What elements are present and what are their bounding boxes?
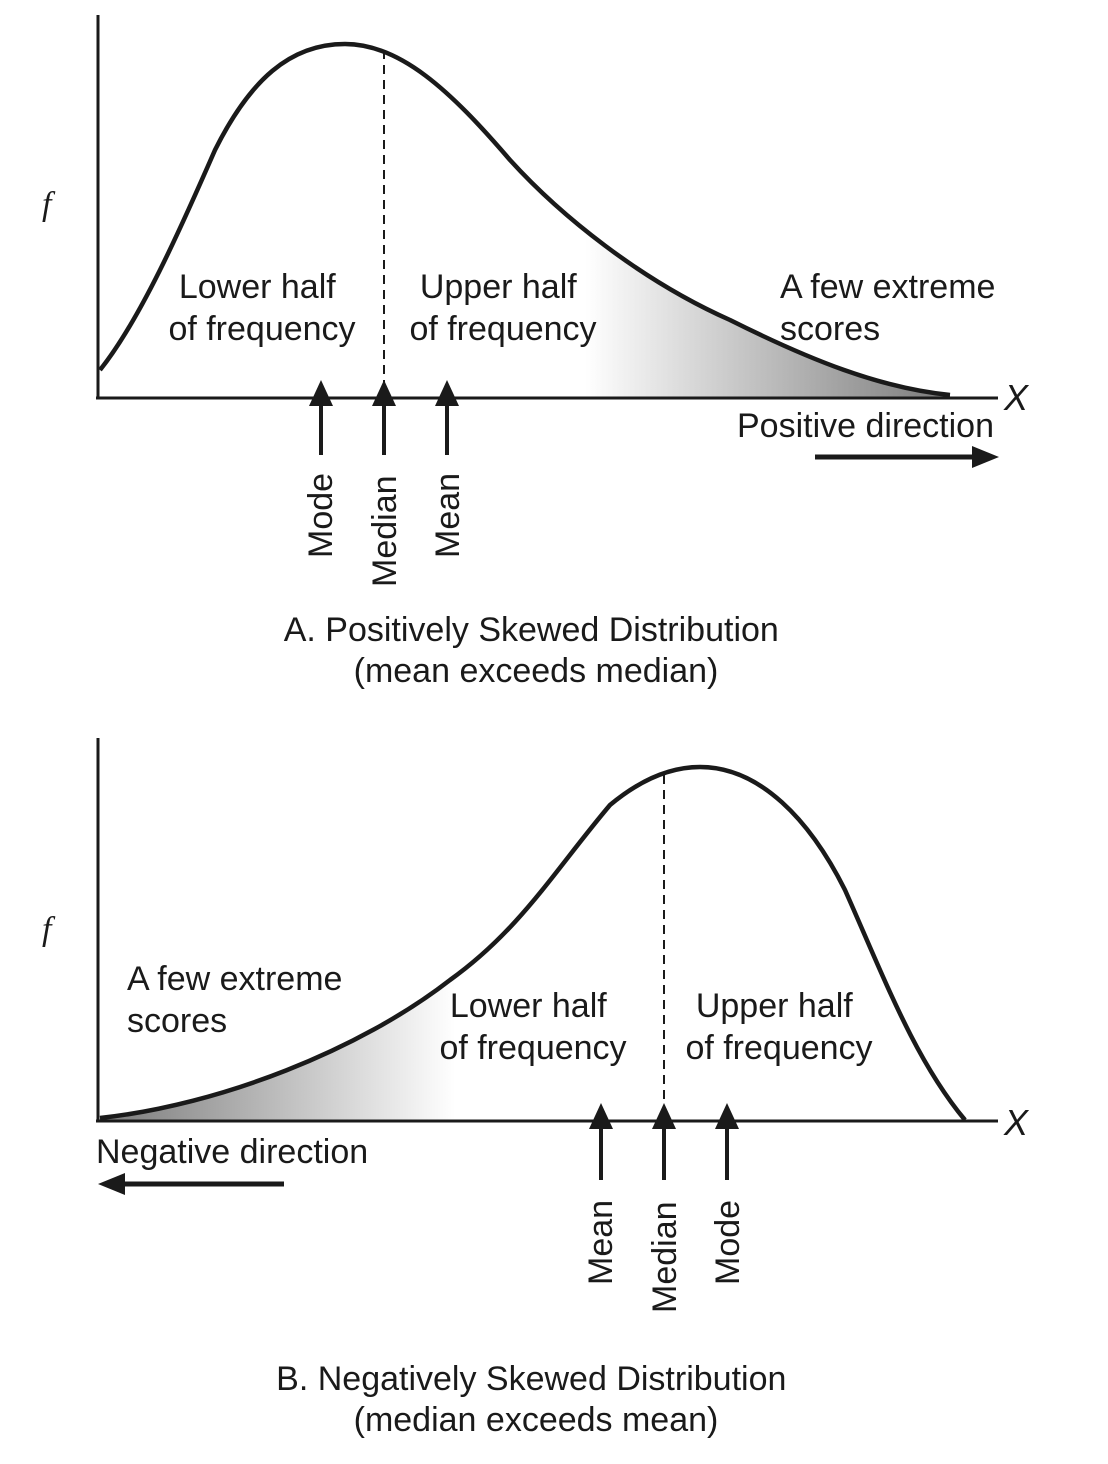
- panel-b: f X A few extreme scores Lower half of f…: [42, 738, 1030, 1439]
- panel-b-mean-marker: Mean: [582, 1103, 620, 1285]
- panel-b-median-label: Median: [646, 1201, 684, 1313]
- panel-a-extreme-scores-label: A few extreme scores: [780, 268, 1005, 348]
- panel-a-direction-arrow: [815, 446, 999, 468]
- panel-b-direction-arrow: [98, 1173, 284, 1195]
- panel-b-upper-half-label: Upper half of frequency: [685, 987, 872, 1067]
- panel-b-mean-label: Mean: [582, 1200, 620, 1285]
- panel-a-x-axis-label: X: [1003, 377, 1030, 418]
- panel-a-mode-marker: Mode: [302, 380, 340, 558]
- panel-b-extreme-scores-label: A few extreme scores: [127, 960, 352, 1040]
- panel-a-median-marker: Median: [366, 380, 404, 587]
- panel-a-y-axis-label: f: [42, 186, 56, 223]
- panel-b-tail-shading: [100, 975, 456, 1121]
- panel-a-direction-label: Positive direction: [737, 407, 994, 445]
- panel-b-caption: B. Negatively Skewed Distribution (media…: [276, 1360, 796, 1439]
- panel-a-curve: [98, 41, 951, 398]
- panel-a-mean-marker: Mean: [429, 380, 467, 558]
- panel-b-median-marker: Median: [646, 1103, 684, 1313]
- panel-b-lower-half-label: Lower half of frequency: [439, 987, 626, 1067]
- panel-b-direction-label: Negative direction: [96, 1133, 368, 1171]
- panel-a-median-label: Median: [366, 475, 404, 587]
- panel-b-curve: [99, 764, 967, 1122]
- panel-a-tail-shading: [585, 230, 950, 398]
- panel-a-lower-half-label: Lower half of frequency: [168, 268, 355, 348]
- panel-b-y-axis-label: f: [42, 911, 56, 948]
- panel-b-mode-marker: Mode: [709, 1103, 747, 1285]
- panel-b-x-axis-label: X: [1003, 1102, 1030, 1143]
- panel-a-upper-half-label: Upper half of frequency: [409, 268, 596, 348]
- panel-a: f X Lower half of frequency Upper half o…: [42, 15, 1030, 690]
- panel-a-caption: A. Positively Skewed Distribution (mean …: [284, 611, 789, 690]
- panel-a-mode-label: Mode: [302, 473, 340, 558]
- panel-b-mode-label: Mode: [709, 1200, 747, 1285]
- panel-a-mean-label: Mean: [429, 473, 467, 558]
